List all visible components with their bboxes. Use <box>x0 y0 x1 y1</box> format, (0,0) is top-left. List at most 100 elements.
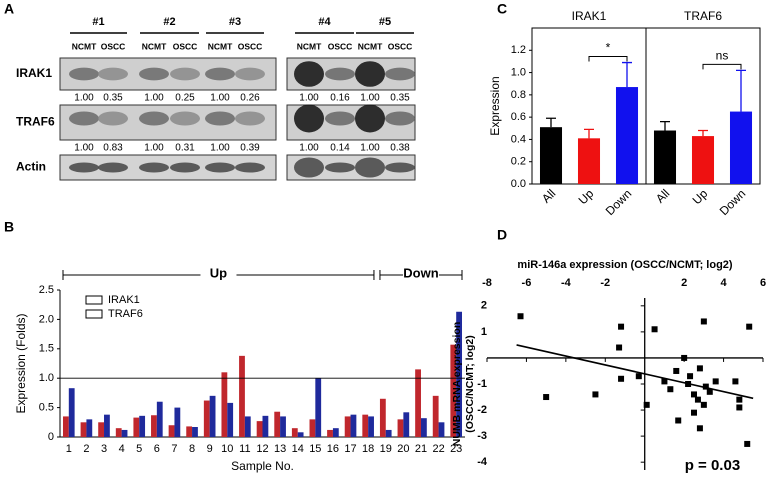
panel-label: C <box>497 1 507 17</box>
group-label-bg <box>200 267 237 281</box>
band-ratio: 0.83 <box>103 143 123 154</box>
bar <box>192 427 198 437</box>
y-tick-label: -1 <box>477 378 487 390</box>
y-axis-label: Expression <box>488 76 502 135</box>
scatter-point <box>675 417 682 424</box>
significance-bracket <box>588 56 628 62</box>
error-bar <box>584 128 594 139</box>
bar <box>227 402 234 437</box>
y-tick-label: 2 <box>481 300 487 312</box>
bar <box>297 432 304 437</box>
bar <box>80 422 87 437</box>
x-tick-label: 9 <box>207 443 213 455</box>
scatter-point <box>651 326 658 333</box>
significance-label: ns <box>716 49 729 63</box>
scatter-point <box>643 401 650 408</box>
lane-label: NCMT <box>72 41 97 51</box>
bar <box>121 429 128 437</box>
scatter-point <box>673 367 680 374</box>
blot-band <box>355 157 385 178</box>
bar <box>432 395 439 437</box>
blot-band <box>235 67 265 81</box>
x-tick-label: 1 <box>66 443 72 455</box>
group-label: #5 <box>379 16 391 28</box>
x-tick-label: 6 <box>154 443 160 455</box>
panel-label: B <box>4 219 14 235</box>
scatter-point <box>517 313 524 320</box>
panel-label: A <box>4 1 14 17</box>
lane-label: NCMT <box>208 41 233 51</box>
blot-band <box>139 67 169 81</box>
x-tick-label: 22 <box>432 443 444 455</box>
bar <box>168 425 175 437</box>
x-tick-label: 19 <box>380 443 392 455</box>
blot-band <box>205 67 235 81</box>
bar <box>186 426 193 437</box>
x-tick-label: Up <box>690 186 711 207</box>
band-ratio: 1.00 <box>299 93 319 104</box>
x-tick-label: 12 <box>256 443 268 455</box>
x-tick-label: 4 <box>119 443 125 455</box>
row-label: IRAK1 <box>16 66 52 80</box>
y-axis-label: (OSCC/NCMT; log2) <box>464 335 476 432</box>
scatter-point <box>691 391 697 398</box>
bar <box>379 398 386 437</box>
scatter-point <box>746 323 753 330</box>
group-label: IRAK1 <box>572 9 607 23</box>
x-tick-label: 18 <box>362 443 374 455</box>
scatter-point <box>616 344 623 351</box>
legend-swatch <box>85 309 103 319</box>
band-ratio: 0.26 <box>240 93 260 104</box>
y-tick-label: -3 <box>477 430 487 442</box>
band-ratio: 1.00 <box>74 143 94 154</box>
panel-label: D <box>497 227 507 243</box>
scatter-point <box>592 391 599 398</box>
blot-band <box>235 111 265 126</box>
bar <box>450 344 457 437</box>
x-tick-label: 17 <box>344 443 356 455</box>
band-ratio: 1.00 <box>144 143 164 154</box>
band-ratio: 1.00 <box>360 93 380 104</box>
scatter-point <box>618 323 625 330</box>
group-label: Down <box>403 265 438 280</box>
x-tick-label: Down <box>603 186 635 218</box>
bar <box>327 429 333 437</box>
significance-label: * <box>606 41 611 55</box>
x-tick-label: Up <box>576 186 597 207</box>
bar <box>280 416 286 437</box>
x-tick-label: All <box>539 186 558 205</box>
significance-bracket <box>702 63 742 70</box>
bar <box>615 87 639 184</box>
x-tick-label: -8 <box>482 277 492 289</box>
blot-band <box>170 67 200 81</box>
bar <box>403 412 410 437</box>
scatter-point <box>696 365 703 372</box>
lane-label: NCMT <box>142 41 167 51</box>
x-axis-label: Sample No. <box>231 459 294 473</box>
scatter-point <box>635 373 642 380</box>
y-axis-label: NUMB mRNA expression <box>451 322 463 446</box>
y-tick-label: 0.0 <box>511 178 526 190</box>
y-tick-label: 1 <box>481 326 487 338</box>
x-tick-label: -4 <box>561 277 572 289</box>
legend-label: IRAK1 <box>108 294 140 306</box>
y-tick-label: 0 <box>48 431 54 443</box>
scatter-point <box>706 388 713 395</box>
bar <box>256 421 263 437</box>
blot-band <box>205 162 235 173</box>
bar <box>344 416 351 437</box>
x-tick-label: 4 <box>721 277 728 289</box>
scatter-point <box>694 396 701 403</box>
blot-band <box>98 67 128 81</box>
bar <box>691 136 715 184</box>
x-tick-label: 2 <box>681 277 687 289</box>
bar <box>577 138 601 184</box>
lane-label: OSCC <box>173 41 198 51</box>
bar <box>115 428 122 437</box>
bar <box>203 400 210 437</box>
bar <box>309 419 316 437</box>
band-ratio: 0.31 <box>175 143 195 154</box>
bar <box>244 416 251 437</box>
error-bar <box>698 129 708 137</box>
row-label: TRAF6 <box>16 115 55 129</box>
